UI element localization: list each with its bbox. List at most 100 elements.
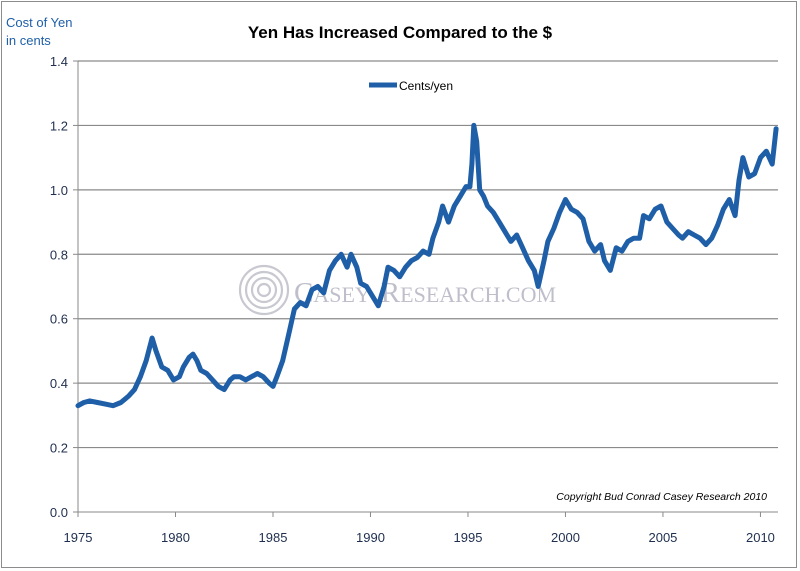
data-point [139, 375, 142, 378]
data-point [322, 292, 325, 294]
data-point [660, 205, 662, 207]
data-point [537, 285, 539, 288]
data-point [120, 401, 122, 404]
data-point [293, 308, 296, 310]
data-point [533, 269, 536, 272]
data-point [299, 301, 302, 304]
y-tick-label: 0.0 [50, 505, 68, 520]
data-point [377, 305, 380, 307]
data-point [166, 369, 169, 372]
data-point [350, 253, 352, 256]
data-point [728, 198, 731, 201]
data-point [748, 176, 750, 178]
data-point [83, 401, 85, 404]
data-point [475, 140, 478, 143]
data-point [200, 369, 202, 372]
data-point [211, 379, 214, 381]
data-point [469, 185, 471, 188]
data-point [570, 208, 573, 210]
data-point [564, 198, 567, 201]
data-point [365, 285, 368, 288]
data-point [638, 237, 641, 239]
data-point [632, 237, 635, 239]
data-point [482, 195, 485, 198]
x-tick-label: 1995 [454, 530, 483, 545]
data-point [77, 404, 79, 407]
data-point [112, 404, 114, 407]
y-tick-label: 0.4 [50, 376, 68, 391]
data-point [771, 163, 773, 165]
data-point [705, 243, 707, 246]
data-point [217, 385, 220, 388]
data-point [599, 243, 602, 246]
data-point [603, 259, 606, 262]
y-tick-label: 1.4 [50, 54, 68, 69]
data-point [473, 124, 475, 127]
data-point [340, 253, 343, 256]
data-point [346, 266, 348, 269]
data-point [410, 259, 413, 262]
data-point [404, 266, 407, 269]
y-tick-label: 1.2 [50, 118, 68, 133]
x-tick-label: 2000 [551, 530, 580, 545]
data-point [305, 305, 307, 307]
legend-label: Cents/yen [399, 79, 453, 93]
data-point [161, 366, 163, 368]
data-point [422, 250, 424, 252]
data-point [233, 375, 235, 378]
data-point [582, 218, 584, 220]
data-point [759, 156, 762, 159]
data-point [734, 214, 736, 217]
x-tick-label: 1985 [259, 530, 288, 545]
data-point [453, 205, 456, 207]
watermark: CASEY RESEARCH.COM [238, 264, 556, 316]
data-point [151, 337, 153, 339]
data-point [492, 211, 495, 214]
data-point [527, 259, 530, 262]
data-point [547, 240, 549, 243]
data-point [239, 375, 241, 378]
y-tick-label: 0.2 [50, 441, 68, 456]
data-point [593, 250, 596, 252]
data-point [515, 234, 518, 236]
data-point [765, 150, 768, 152]
data-point [687, 230, 690, 233]
data-point [510, 240, 512, 243]
data-point [317, 285, 319, 288]
data-point [621, 250, 623, 252]
data-point [281, 359, 284, 362]
data-point [437, 221, 440, 223]
data-point [229, 379, 231, 381]
data-point [432, 237, 434, 239]
watermark-text: CASEY RESEARCH.COM [294, 277, 556, 309]
axes [73, 60, 778, 517]
data-point [196, 359, 198, 362]
data-point [648, 218, 651, 220]
x-tick-label: 2010 [746, 530, 775, 545]
data-point [133, 388, 136, 391]
data-point [192, 353, 194, 355]
data-point [627, 240, 629, 243]
data-point [172, 379, 175, 381]
data-point [287, 334, 290, 336]
data-point [182, 366, 185, 368]
data-point [654, 208, 656, 210]
x-tick-label: 2005 [648, 530, 677, 545]
data-point [416, 256, 419, 259]
y-tick-label: 0.6 [50, 312, 68, 327]
data-point [471, 163, 473, 165]
data-point [753, 172, 756, 175]
data-point [188, 356, 190, 359]
y-tick-labels: 0.0 0.2 0.4 0.6 0.8 1.0 1.2 1.4 [50, 54, 68, 520]
data-point [642, 214, 645, 217]
data-point [145, 359, 147, 362]
data-point [398, 276, 401, 278]
data-point [369, 292, 372, 294]
series-line-cents-per-yen [75, 122, 779, 409]
data-point [387, 266, 389, 269]
data-point [268, 382, 270, 384]
legend: Cents/yen [369, 79, 453, 93]
data-point [447, 221, 450, 223]
